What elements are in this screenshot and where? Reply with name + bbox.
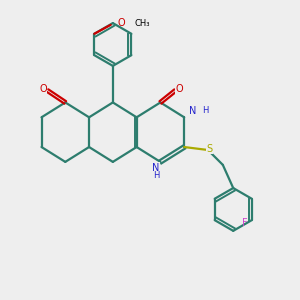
Text: F: F [242, 218, 247, 228]
Text: O: O [117, 18, 125, 28]
Text: O: O [39, 84, 47, 94]
Text: H: H [202, 106, 208, 115]
Text: N: N [152, 163, 160, 173]
Text: H: H [153, 171, 159, 180]
Text: N: N [189, 106, 196, 116]
Text: CH₃: CH₃ [134, 19, 150, 28]
Text: O: O [176, 84, 184, 94]
Text: S: S [206, 143, 212, 154]
